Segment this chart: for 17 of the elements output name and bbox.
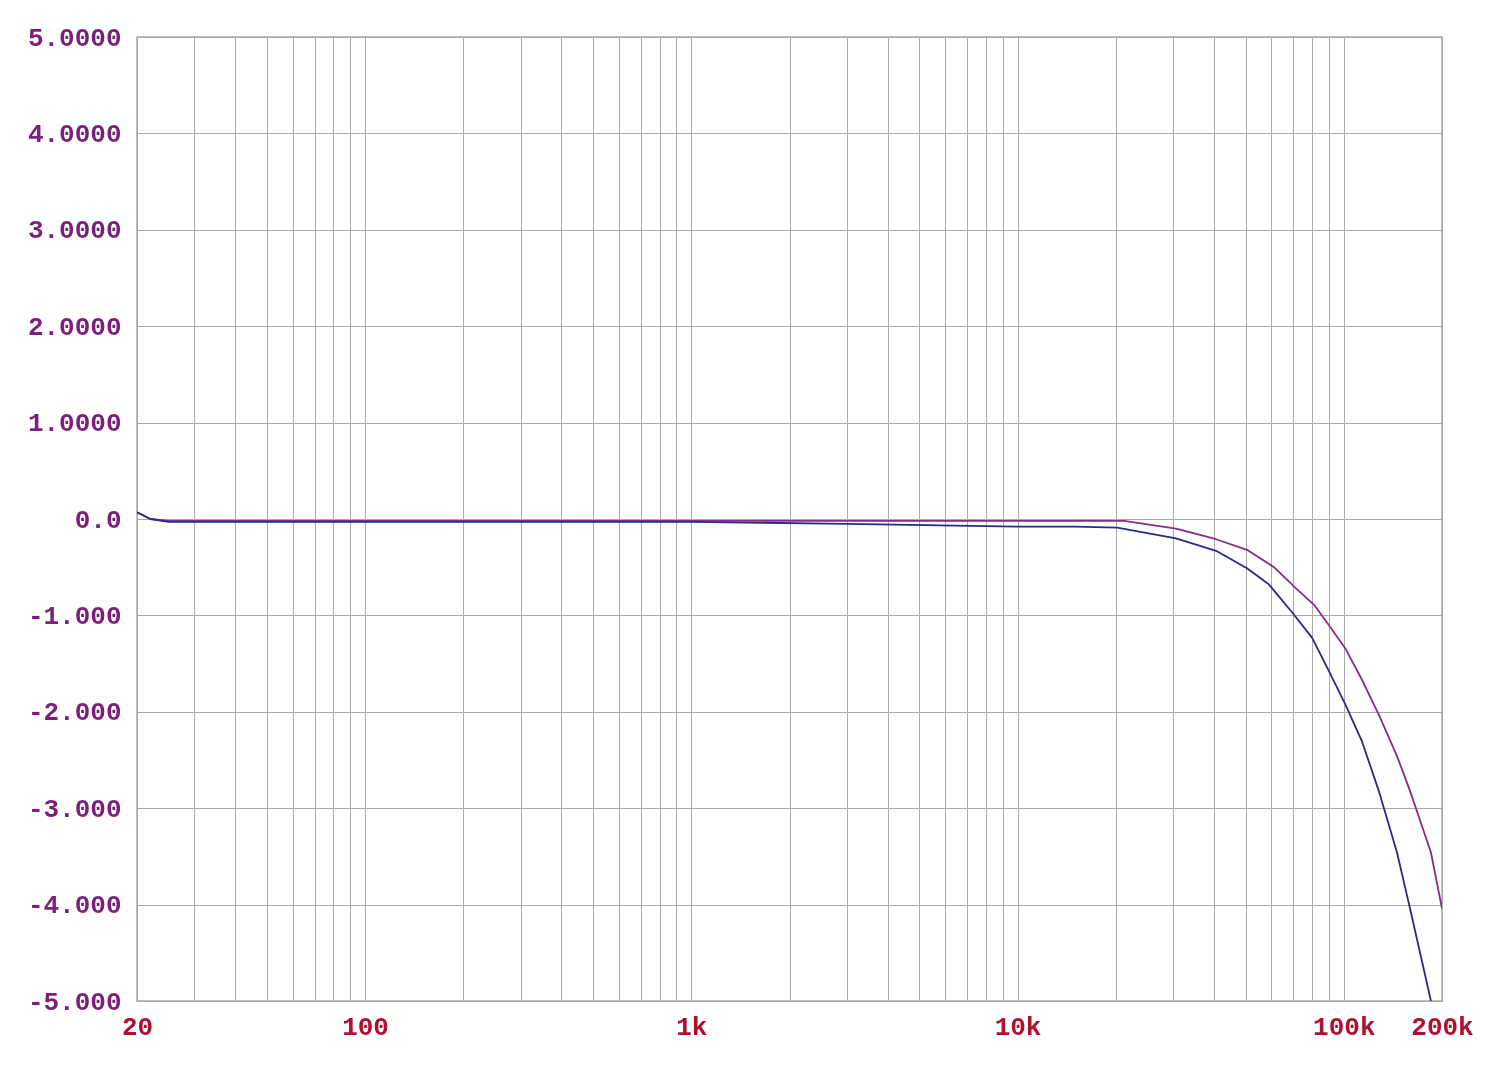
x-tick-label: 100 [342, 1012, 389, 1043]
y-tick-label: -3.000 [27, 794, 122, 825]
y-tick-label: 2.0000 [27, 312, 122, 343]
x-tick-label: 100k [1313, 1012, 1376, 1043]
y-tick-label: 3.0000 [27, 216, 122, 247]
x-tick-label: 200k [1411, 1012, 1474, 1043]
y-tick-label: -1.000 [27, 601, 122, 632]
y-tick-label: -2.000 [27, 698, 122, 729]
y-tick-label: 1.0000 [27, 409, 122, 440]
y-tick-label: -5.000 [27, 987, 122, 1018]
x-tick-label: 20 [121, 1012, 154, 1043]
x-tick-label: 10k [994, 1012, 1042, 1043]
y-tick-label: 5.0000 [27, 23, 122, 54]
x-tick-label: 1k [676, 1012, 708, 1043]
y-tick-label: 4.0000 [27, 119, 122, 150]
y-tick-label: -4.000 [27, 891, 122, 922]
y-tick-label: 0.0 [74, 505, 122, 536]
